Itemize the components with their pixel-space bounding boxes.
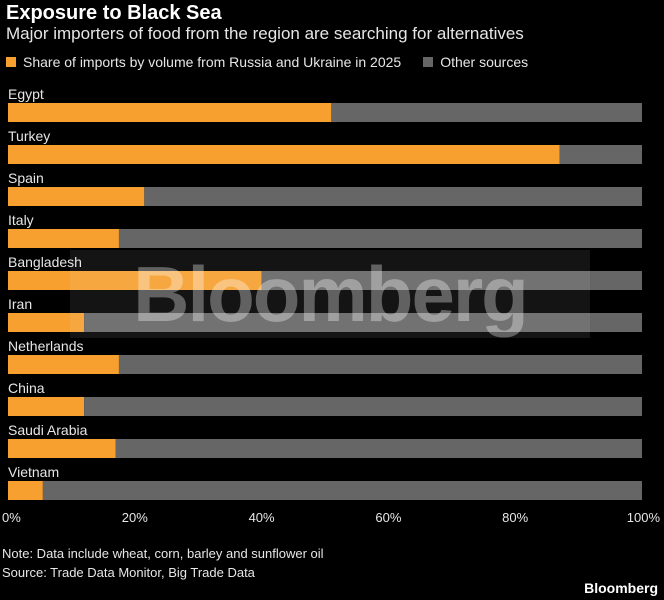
bar-other-sources	[84, 313, 642, 332]
bar-other-sources	[115, 439, 642, 458]
category-label: Netherlands	[8, 338, 84, 354]
x-tick-label: 20%	[122, 510, 148, 525]
bar-russia-ukraine	[8, 439, 116, 458]
x-tick-label: 80%	[502, 510, 528, 525]
legend-item-russia-ukraine: Share of imports by volume from Russia a…	[6, 54, 401, 70]
category-label: Iran	[8, 296, 32, 312]
legend-swatch-other	[423, 57, 434, 67]
category-label: Saudi Arabia	[8, 422, 88, 438]
x-tick-label: 100%	[627, 510, 661, 525]
legend-label-russia-ukraine: Share of imports by volume from Russia a…	[23, 54, 402, 70]
category-label: Egypt	[8, 86, 44, 102]
x-tick-label: 0%	[2, 510, 21, 525]
bar-russia-ukraine	[8, 313, 85, 332]
bar-russia-ukraine	[8, 355, 119, 374]
bar-other-sources	[261, 271, 642, 290]
legend-item-other: Other sources	[423, 54, 528, 70]
bar-chart: Egypt Turkey Spain Italy Bangladesh Iran Nethe…	[2, 86, 661, 525]
chart-title: Exposure to Black Sea	[6, 2, 222, 24]
bar-other-sources	[118, 229, 642, 248]
category-label: Bangladesh	[8, 254, 82, 270]
bar-russia-ukraine	[8, 397, 85, 416]
bar-other-sources	[118, 355, 642, 374]
chart-source: Source: Trade Data Monitor, Big Trade Da…	[2, 565, 255, 580]
bar-other-sources	[84, 397, 642, 416]
bar-russia-ukraine	[8, 145, 560, 164]
brand-logo: Bloomberg	[584, 580, 658, 596]
bar-other-sources	[559, 145, 642, 164]
bar-other-sources	[331, 103, 642, 122]
x-tick-label: 60%	[375, 510, 401, 525]
bar-other-sources	[42, 481, 643, 500]
bar-russia-ukraine	[8, 481, 43, 500]
legend-label-other: Other sources	[440, 54, 529, 70]
category-label: Spain	[8, 170, 44, 186]
chart-note: Note: Data include wheat, corn, barley a…	[2, 546, 324, 561]
category-label: Turkey	[8, 128, 50, 144]
chart-subtitle: Major importers of food from the region …	[6, 24, 524, 43]
bar-russia-ukraine	[8, 103, 332, 122]
bar-russia-ukraine	[8, 229, 119, 248]
bar-other-sources	[144, 187, 642, 206]
category-label: Italy	[8, 212, 34, 228]
bar-russia-ukraine	[8, 271, 262, 290]
category-label: China	[8, 380, 45, 396]
legend-swatch-russia-ukraine	[6, 57, 16, 67]
category-label: Vietnam	[8, 464, 59, 480]
legend: Share of imports by volume from Russia a…	[6, 54, 550, 70]
bar-russia-ukraine	[8, 187, 145, 206]
x-tick-label: 40%	[249, 510, 275, 525]
